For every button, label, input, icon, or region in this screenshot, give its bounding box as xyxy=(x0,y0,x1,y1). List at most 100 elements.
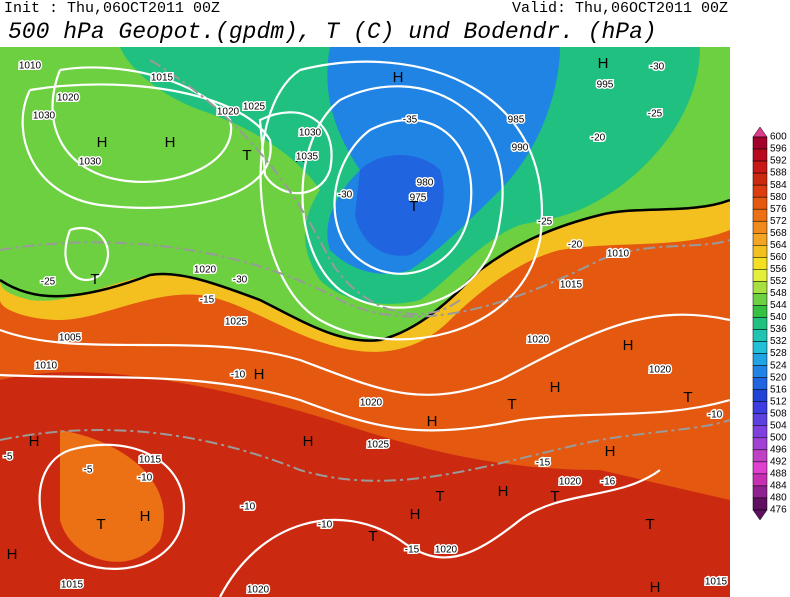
colorbar-swatch xyxy=(752,136,768,150)
contour-label: -15 xyxy=(200,295,215,306)
colorbar-label: 552 xyxy=(770,276,787,287)
colorbar-label: 480 xyxy=(770,493,787,504)
colorbar-swatch xyxy=(752,497,768,511)
warm-area xyxy=(60,430,164,562)
contour-label: 1030 xyxy=(33,111,56,122)
contour-label: 1020 xyxy=(57,93,80,104)
contour-label: 1010 xyxy=(35,361,58,372)
isobar xyxy=(0,313,730,396)
contour-label: -10 xyxy=(318,520,333,531)
colorbar-swatch xyxy=(752,377,768,390)
colorbar-swatch xyxy=(752,401,768,414)
colorbar-swatch xyxy=(752,473,768,487)
colorbar-swatch xyxy=(752,461,768,475)
colorbar-label: 596 xyxy=(770,144,787,155)
contour-label: 1015 xyxy=(151,73,174,84)
warm-area xyxy=(0,372,730,597)
colorbar-swatch xyxy=(752,365,768,378)
colorbar-label: 536 xyxy=(770,324,787,335)
contour-label: 1005 xyxy=(59,333,82,344)
contour-label: -5 xyxy=(4,452,13,463)
contour-label: -30 xyxy=(650,62,665,73)
pressure-center: H xyxy=(140,508,151,525)
colorbar-label: 556 xyxy=(770,264,787,275)
contour-label: 990 xyxy=(512,143,529,154)
colorbar-swatch xyxy=(752,184,768,198)
colorbar-label: 504 xyxy=(770,420,787,431)
isobar xyxy=(258,111,333,195)
contour-label: -30 xyxy=(233,275,248,286)
colorbar-swatch xyxy=(752,148,768,162)
pressure-center: H xyxy=(427,413,438,430)
contour-label: -25 xyxy=(538,217,553,228)
contour-label: 1035 xyxy=(296,152,319,163)
contour-label: 1020 xyxy=(527,335,550,346)
colorbar-swatch xyxy=(752,281,768,294)
colorbar-cap xyxy=(752,126,768,138)
map: 1010101510201030H1030HT102510201030H1035… xyxy=(0,47,730,597)
contour-label: -10 xyxy=(138,473,153,484)
cold-core xyxy=(355,155,444,256)
pressure-center: H xyxy=(303,433,314,450)
colorbar-swatch xyxy=(752,353,768,366)
contour-label: -15 xyxy=(405,545,420,556)
colorbar-label: 488 xyxy=(770,469,787,480)
isobar xyxy=(64,227,110,282)
colorbar-swatch xyxy=(752,245,768,258)
colorbar-label: 568 xyxy=(770,228,787,239)
contour-label: 1020 xyxy=(217,107,240,118)
colorbar-swatch xyxy=(752,449,768,463)
colorbar-swatch xyxy=(752,269,768,282)
isobar xyxy=(51,66,233,184)
pressure-center: T xyxy=(507,396,516,413)
pressure-center: H xyxy=(254,366,265,383)
colorbar-swatch xyxy=(752,257,768,270)
contour-label: 1010 xyxy=(607,249,630,260)
pressure-center: H xyxy=(623,337,634,354)
colorbar-label: 580 xyxy=(770,192,787,203)
contour-label: 1015 xyxy=(61,580,84,591)
contour-label: 1020 xyxy=(360,398,383,409)
contour-label: -16 xyxy=(601,477,616,488)
init-time: Init : Thu,06OCT2011 00Z xyxy=(4,0,220,17)
pressure-center: H xyxy=(165,134,176,151)
isobar xyxy=(219,469,661,597)
colorbar-swatch xyxy=(752,208,768,222)
pressure-center: T xyxy=(409,198,418,215)
contour-label: 1020 xyxy=(435,545,458,556)
valid-time: Valid: Thu,06OCT2011 00Z xyxy=(512,0,728,17)
colorbar-label: 500 xyxy=(770,432,787,443)
colorbar-label: 512 xyxy=(770,396,787,407)
contour-label: 1025 xyxy=(367,440,390,451)
colorbar-swatch xyxy=(752,485,768,499)
isotherm xyxy=(0,239,730,318)
contour-label: -10 xyxy=(241,502,256,513)
pressure-center: T xyxy=(368,528,377,545)
colorbar-label: 528 xyxy=(770,348,787,359)
colorbar-swatch xyxy=(752,172,768,186)
contour-label: 1020 xyxy=(649,365,672,376)
pressure-center: T xyxy=(435,488,444,505)
pressure-center: H xyxy=(29,433,40,450)
552-contour xyxy=(0,198,730,342)
pressure-center: H xyxy=(650,579,661,596)
contour-label: -10 xyxy=(708,410,723,421)
pressure-center: T xyxy=(96,516,105,533)
colorbar-swatch xyxy=(752,233,768,246)
colorbar-label: 584 xyxy=(770,180,787,191)
contour-label: 1025 xyxy=(243,102,266,113)
colorbar-label: 576 xyxy=(770,204,787,215)
pressure-center: H xyxy=(605,443,616,460)
colorbar-label: 492 xyxy=(770,457,787,468)
isobar xyxy=(301,85,504,309)
colorbar-label: 496 xyxy=(770,444,787,455)
contour-label: -25 xyxy=(648,109,663,120)
colorbar-label: 532 xyxy=(770,336,787,347)
contour-label: 1020 xyxy=(559,477,582,488)
colorbar-label: 516 xyxy=(770,384,787,395)
colorbar-swatch xyxy=(752,305,768,318)
contour-label: -20 xyxy=(568,240,583,251)
contour-label: 1010 xyxy=(19,61,42,72)
colorbar-cap xyxy=(752,509,768,521)
colorbar-label: 592 xyxy=(770,156,787,167)
